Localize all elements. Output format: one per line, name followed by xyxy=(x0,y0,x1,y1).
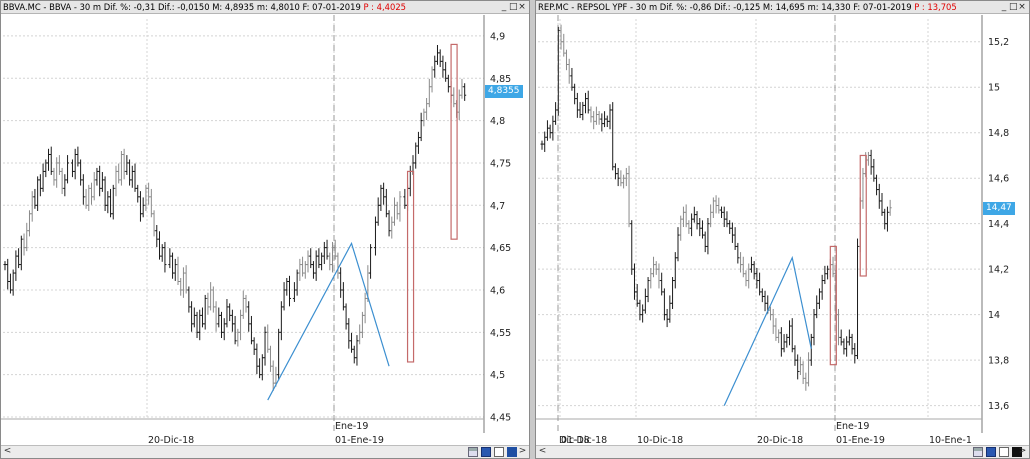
title-highlight: P : 4,4025 xyxy=(363,2,406,12)
title-text: BBVA.MC - BBVA - 30 m Dif. %: -0,31 Dif.… xyxy=(3,2,364,12)
chart-window-bbva: BBVA.MC - BBVA - 30 m Dif. %: -0,31 Dif.… xyxy=(0,0,530,459)
print-icon[interactable] xyxy=(973,447,983,457)
price-chart-repsol[interactable]: 15,21514,814,614,414,21413,813,6Dic-1801… xyxy=(536,15,1029,447)
y-tick-label: 14,6 xyxy=(988,174,1009,185)
save-icon[interactable] xyxy=(986,447,996,457)
title-text: REP.MC - REPSOL YPF - 30 m Dif. %: -0,86… xyxy=(538,2,915,12)
range-box xyxy=(406,170,415,363)
y-tick-label: 14,4 xyxy=(988,219,1009,230)
trendline xyxy=(723,255,812,406)
toolbar-icons xyxy=(970,447,1022,459)
minimize-button[interactable]: _ xyxy=(1001,2,1008,12)
x-marker-label: Ene-19 xyxy=(836,421,869,432)
close-button[interactable]: × xyxy=(518,2,527,12)
x-tick-label: 10-Dic-18 xyxy=(637,435,683,446)
title-highlight: P : 13,705 xyxy=(914,2,957,12)
minimize-button[interactable]: _ xyxy=(501,2,508,12)
y-tick-label: 4,75 xyxy=(490,158,511,169)
x-marker-label: Ene-19 xyxy=(335,421,368,432)
range-box xyxy=(859,154,867,277)
window-buttons: _ □× xyxy=(497,2,527,13)
x-tick-label: 01-Ene-19 xyxy=(836,435,885,446)
link-icon[interactable] xyxy=(999,447,1009,457)
scroll-right-arrow[interactable]: > xyxy=(518,446,527,456)
range-box xyxy=(829,245,837,366)
window-buttons: _ □× xyxy=(997,2,1027,13)
maximize-button[interactable]: □ xyxy=(1009,2,1019,12)
y-tick-label: 14,2 xyxy=(988,265,1009,276)
y-tick-label: 13,6 xyxy=(988,401,1009,412)
title-bar: BBVA.MC - BBVA - 30 m Dif. %: -0,31 Dif.… xyxy=(1,1,529,14)
x-tick-label: Dic-18 xyxy=(559,435,590,446)
scroll-left-arrow[interactable]: < xyxy=(3,446,12,456)
y-tick-label: 4,7 xyxy=(490,201,505,212)
y-tick-label: 15,2 xyxy=(988,37,1009,48)
square-icon[interactable] xyxy=(507,447,517,457)
y-tick-label: 4,6 xyxy=(490,285,505,296)
x-tick-label: 20-Dic-18 xyxy=(148,435,194,446)
toolbar-icons xyxy=(465,447,517,459)
scroll-right-arrow[interactable]: > xyxy=(1018,446,1027,456)
link-icon[interactable] xyxy=(494,447,504,457)
x-tick-label: 20-Dic-18 xyxy=(757,435,803,446)
y-tick-label: 14 xyxy=(988,310,1000,321)
scroll-left-arrow[interactable]: < xyxy=(538,446,547,456)
y-tick-label: 4,55 xyxy=(490,328,511,339)
x-tick-label: 10-Ene-1 xyxy=(929,435,972,446)
trendline xyxy=(267,241,390,401)
bottom-bar: < > xyxy=(536,445,1029,458)
square-icon[interactable] xyxy=(1012,447,1022,457)
y-tick-label: 4,65 xyxy=(490,243,511,254)
y-tick-label: 13,8 xyxy=(988,356,1009,367)
y-tick-label: 14,8 xyxy=(988,128,1009,139)
close-button[interactable]: × xyxy=(1018,2,1027,12)
save-icon[interactable] xyxy=(481,447,491,457)
print-icon[interactable] xyxy=(468,447,478,457)
range-box xyxy=(450,43,458,240)
x-tick-label: 01-Ene-19 xyxy=(335,435,384,446)
maximize-button[interactable]: □ xyxy=(509,2,519,12)
price-chart-bbva[interactable]: 4,9 4,85 4,8 4,75 4,7 4,65 4,6 4,55 4,5 4,45 20-Di… xyxy=(1,15,529,447)
last-price-badge: 14,47 xyxy=(983,201,1015,215)
y-tick-label: 4,45 xyxy=(490,413,511,424)
title-bar: REP.MC - REPSOL YPF - 30 m Dif. %: -0,86… xyxy=(536,1,1029,14)
chart-window-repsol: REP.MC - REPSOL YPF - 30 m Dif. %: -0,86… xyxy=(535,0,1030,459)
bottom-bar: < > xyxy=(1,445,529,458)
y-tick-label: 4,9 xyxy=(490,31,505,42)
y-tick-label: 4,85 xyxy=(490,74,511,85)
y-tick-label: 4,8 xyxy=(490,116,505,127)
x-tick-label: 01-Dic-18 xyxy=(561,435,607,446)
y-tick-label: 4,5 xyxy=(490,370,505,381)
last-price-badge: 4,8355 xyxy=(485,84,523,98)
y-tick-label: 15 xyxy=(988,83,1000,94)
